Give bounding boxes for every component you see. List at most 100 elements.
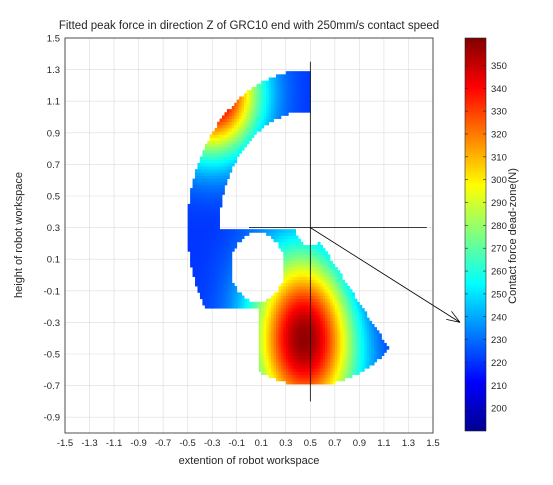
surface-cell: [298, 349, 301, 353]
surface-cell: [202, 298, 206, 303]
surface-cell: [361, 355, 365, 360]
surface-cell: [217, 150, 220, 154]
surface-cell: [197, 184, 201, 189]
surface-cell: [253, 99, 257, 104]
surface-cell: [298, 308, 301, 312]
surface-cell: [315, 327, 319, 331]
surface-cell: [285, 74, 289, 78]
surface-cell: [199, 184, 203, 189]
surface-cell: [204, 172, 208, 176]
surface-cell: [202, 286, 206, 290]
surface-cell: [300, 314, 304, 319]
surface-cell: [300, 355, 304, 360]
surface-cell: [327, 260, 331, 265]
surface-cell: [271, 352, 274, 356]
surface-cell: [280, 361, 284, 366]
surface-cell: [204, 156, 208, 161]
surface-cell: [278, 74, 282, 78]
surface-cell: [364, 320, 368, 325]
surface-cell: [298, 361, 301, 366]
surface-cell: [327, 365, 331, 369]
surface-cell: [317, 374, 321, 379]
surface-cell: [290, 267, 294, 271]
surface-cell: [214, 203, 218, 208]
surface-cell: [300, 374, 304, 379]
surface-cell: [334, 361, 338, 366]
surface-cell: [273, 333, 277, 338]
surface-cell: [352, 308, 355, 312]
surface-cell: [236, 143, 240, 148]
surface-cell: [305, 377, 309, 382]
surface-cell: [337, 339, 341, 344]
surface-cell: [305, 298, 309, 303]
surface-cell: [278, 77, 282, 82]
surface-cell: [219, 260, 223, 265]
surface-cell: [236, 109, 240, 113]
surface-cell: [271, 314, 274, 319]
surface-cell: [271, 90, 274, 94]
surface-cell: [300, 241, 304, 246]
surface-cell: [236, 292, 240, 296]
surface-cell: [334, 279, 338, 284]
surface-cell: [298, 346, 301, 350]
surface-cell: [214, 226, 218, 230]
surface-cell: [354, 358, 358, 363]
surface-cell: [305, 301, 309, 306]
surface-cell: [327, 263, 331, 268]
surface-cell: [305, 295, 309, 300]
surface-cell: [241, 232, 245, 236]
surface-cell: [352, 349, 355, 353]
surface-cell: [202, 232, 206, 236]
surface-cell: [298, 327, 301, 331]
surface-cell: [278, 295, 282, 300]
surface-cell: [305, 263, 309, 268]
surface-cell: [234, 112, 238, 116]
surface-cell: [283, 333, 287, 338]
surface-cell: [342, 308, 346, 312]
surface-cell: [219, 279, 223, 284]
surface-cell: [352, 330, 355, 334]
surface-cell: [217, 200, 220, 205]
surface-cell: [298, 74, 301, 78]
surface-cell: [359, 327, 363, 331]
surface-cell: [222, 134, 225, 138]
surface-cell: [226, 175, 230, 180]
surface-cell: [275, 93, 279, 97]
surface-cell: [197, 172, 201, 176]
surface-cell: [344, 361, 348, 366]
surface-cell: [310, 371, 314, 375]
surface-cell: [190, 226, 193, 230]
surface-cell: [322, 352, 326, 356]
surface-cell: [234, 115, 238, 119]
surface-cell: [212, 251, 216, 255]
surface-cell: [361, 365, 365, 369]
surface-cell: [302, 352, 306, 356]
surface-cell: [344, 295, 348, 300]
surface-cell: [298, 282, 301, 287]
surface-cell: [300, 251, 304, 255]
surface-cell: [293, 273, 297, 277]
surface-cell: [359, 314, 363, 319]
surface-cell: [261, 118, 265, 123]
surface-cell: [356, 327, 360, 331]
surface-cell: [337, 374, 341, 379]
surface-cell: [214, 222, 218, 227]
surface-cell: [302, 96, 306, 101]
surface-cell: [268, 361, 272, 366]
surface-cell: [300, 105, 304, 110]
surface-cell: [295, 361, 299, 366]
surface-cell: [317, 286, 321, 290]
surface-cell: [214, 257, 218, 262]
surface-cell: [359, 349, 363, 353]
surface-cell: [278, 229, 282, 233]
surface-cell: [263, 358, 267, 363]
surface-cell: [263, 371, 267, 375]
surface-cell: [300, 263, 304, 268]
surface-cell: [307, 279, 311, 284]
surface-cell: [283, 267, 287, 271]
surface-cell: [271, 327, 274, 331]
surface-cell: [305, 317, 309, 322]
surface-cell: [327, 311, 331, 315]
colorbar-tick-label: 200: [491, 404, 507, 415]
surface-cell: [226, 229, 230, 233]
